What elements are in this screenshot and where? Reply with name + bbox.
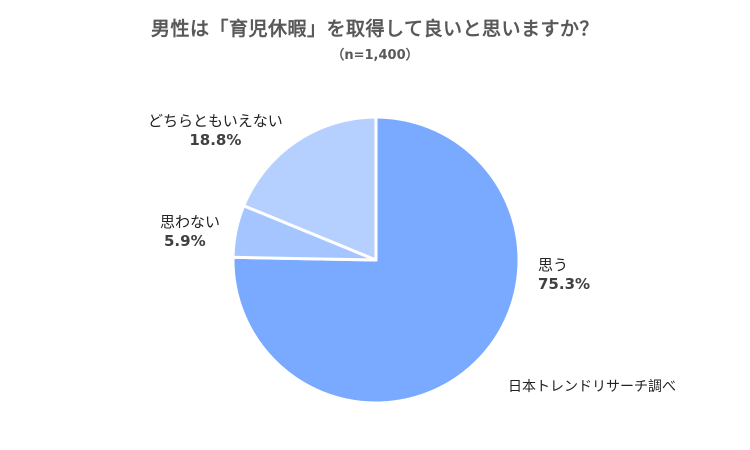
slice-label-omou: 思う 75.3%	[538, 254, 590, 293]
slice-value: 18.8%	[189, 131, 242, 149]
slice-label-omowanai: 思わない 5.9%	[160, 211, 220, 250]
chart-subtitle: （n=1,400）	[331, 48, 419, 63]
pie-slice-2	[242, 115, 378, 262]
slice-value: 5.9%	[164, 232, 206, 250]
source-note: 日本トレンドリサーチ調べ	[508, 379, 676, 395]
slice-name: どちらともいえない	[148, 112, 283, 130]
pie-slice-0	[231, 115, 521, 405]
slice-label-dochiratomo: どちらともいえない 18.8%	[148, 110, 283, 149]
slice-name: 思わない	[160, 213, 221, 231]
chart-title: 男性は「育児休暇」を取得して良いと思いますか？	[151, 18, 599, 40]
slice-name: 思う	[538, 256, 569, 274]
slice-value: 75.3%	[538, 275, 591, 293]
